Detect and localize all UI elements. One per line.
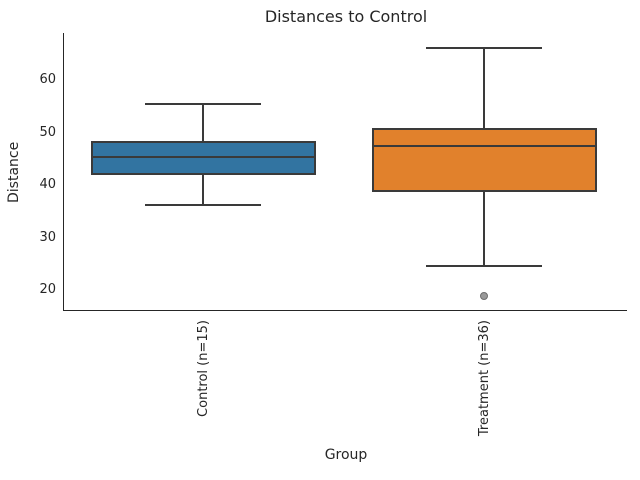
y-tick-label: 40 xyxy=(39,177,56,193)
upper-whisker xyxy=(483,48,485,128)
chart-title: Distances to Control xyxy=(264,7,428,26)
lower-whisker xyxy=(483,191,485,266)
upper-cap xyxy=(145,102,261,105)
y-tick-label: 60 xyxy=(39,72,56,88)
lower-whisker xyxy=(202,174,204,205)
y-tick-label: 20 xyxy=(39,282,56,298)
median-line xyxy=(90,156,316,159)
lower-cap xyxy=(426,264,542,267)
box-treatment xyxy=(371,127,597,192)
y-tick-label: 30 xyxy=(39,229,56,245)
plot-area xyxy=(63,33,627,311)
outlier-point xyxy=(480,292,488,301)
upper-whisker xyxy=(202,103,204,141)
upper-cap xyxy=(426,47,542,50)
x-tick-label: Control (n=15) xyxy=(196,320,211,417)
median-line xyxy=(371,145,597,148)
x-axis-label: Group xyxy=(324,447,368,463)
x-tick-label: Treatment (n=36) xyxy=(477,320,492,437)
lower-cap xyxy=(145,203,261,206)
y-tick-label: 50 xyxy=(39,124,56,140)
